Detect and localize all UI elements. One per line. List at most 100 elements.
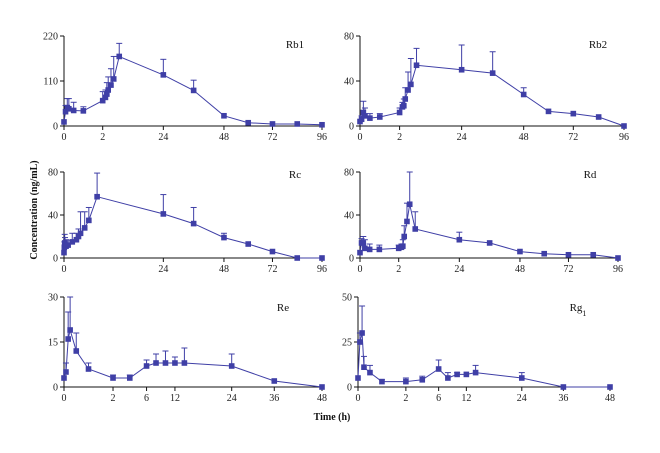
data-point bbox=[143, 363, 150, 369]
y-tick-label: 0 bbox=[349, 254, 354, 265]
data-point bbox=[615, 255, 621, 261]
x-tick-label: 24 bbox=[158, 132, 168, 143]
data-point bbox=[400, 243, 406, 249]
series-line bbox=[63, 329, 323, 388]
data-point bbox=[560, 384, 567, 390]
data-point bbox=[360, 240, 367, 246]
data-point bbox=[357, 339, 363, 345]
x-tick-label: 72 bbox=[267, 132, 277, 143]
x-tick-label: 6 bbox=[144, 393, 149, 404]
data-point bbox=[355, 375, 361, 381]
data-point bbox=[401, 233, 408, 240]
x-tick-label: 48 bbox=[605, 393, 615, 404]
data-point bbox=[221, 234, 227, 241]
x-tick-label: 12 bbox=[461, 393, 471, 404]
y-tick-label: 0 bbox=[53, 122, 58, 133]
data-point bbox=[366, 246, 373, 253]
data-point bbox=[86, 217, 92, 224]
data-point bbox=[61, 249, 67, 256]
data-point bbox=[110, 76, 117, 82]
y-tick-label: 80 bbox=[48, 168, 58, 179]
x-tick-label: 72 bbox=[267, 264, 277, 275]
data-point bbox=[172, 360, 178, 366]
data-point bbox=[454, 371, 460, 378]
y-tick-label: 0 bbox=[53, 383, 58, 394]
y-tick-label: 40 bbox=[344, 211, 354, 222]
data-point bbox=[360, 109, 367, 116]
data-point bbox=[412, 226, 419, 232]
panel-label: Rc bbox=[289, 169, 301, 181]
data-point bbox=[63, 369, 69, 375]
data-point bbox=[367, 115, 373, 121]
panel-label: Rb2 bbox=[589, 39, 607, 51]
y-tick-label: 110 bbox=[43, 77, 58, 88]
data-point bbox=[377, 114, 383, 120]
y-tick-label: 25 bbox=[342, 338, 352, 349]
data-point bbox=[61, 119, 67, 125]
data-point bbox=[403, 378, 409, 385]
data-point bbox=[94, 193, 100, 200]
x-tick-label: 48 bbox=[515, 264, 525, 275]
x-tick-label: 2 bbox=[396, 264, 401, 275]
data-point bbox=[413, 62, 420, 69]
panel-re: 0 15 30 0 2 6 12 24 36 48 Re bbox=[48, 293, 327, 405]
data-point bbox=[108, 82, 114, 88]
data-point bbox=[541, 250, 548, 257]
data-point bbox=[463, 371, 470, 378]
x-tick-label: 0 bbox=[356, 393, 361, 404]
data-point bbox=[80, 108, 87, 114]
y-tick-label: 0 bbox=[349, 122, 354, 133]
panel-label: Rg1 bbox=[570, 302, 587, 318]
data-point bbox=[65, 242, 71, 248]
panel-label: Re bbox=[277, 302, 289, 314]
y-tick-label: 220 bbox=[43, 32, 58, 43]
y-tick-label: 40 bbox=[48, 211, 58, 222]
data-point bbox=[458, 66, 465, 73]
x-tick-label: 36 bbox=[558, 393, 568, 404]
data-point bbox=[408, 81, 414, 88]
x-tick-label: 0 bbox=[358, 264, 363, 275]
data-point bbox=[69, 239, 76, 245]
x-tick-label: 0 bbox=[358, 132, 363, 143]
x-tick-label: 96 bbox=[613, 264, 623, 275]
data-point bbox=[405, 87, 411, 93]
data-point bbox=[404, 218, 410, 225]
data-point bbox=[319, 121, 325, 128]
x-tick-label: 24 bbox=[227, 393, 237, 404]
data-point bbox=[126, 375, 133, 381]
data-point bbox=[486, 240, 493, 246]
data-point bbox=[85, 366, 92, 372]
data-point bbox=[294, 121, 301, 127]
x-tick-label: 24 bbox=[457, 132, 467, 143]
x-axis-title: Time (h) bbox=[314, 412, 351, 423]
x-tick-label: 48 bbox=[519, 132, 529, 143]
panel-label: Rb1 bbox=[286, 39, 304, 51]
data-point bbox=[294, 255, 301, 261]
data-point bbox=[362, 245, 368, 252]
data-point bbox=[116, 53, 123, 60]
data-point bbox=[77, 230, 84, 237]
data-point bbox=[419, 377, 426, 383]
x-tick-label: 72 bbox=[568, 132, 578, 143]
data-point bbox=[75, 233, 82, 240]
x-tick-label: 2 bbox=[403, 393, 408, 404]
data-point bbox=[361, 364, 367, 370]
data-point bbox=[73, 236, 80, 243]
data-point bbox=[358, 116, 365, 123]
x-tick-label: 2 bbox=[397, 132, 402, 143]
data-point bbox=[357, 249, 363, 256]
data-point bbox=[190, 220, 197, 227]
x-tick-label: 24 bbox=[158, 264, 168, 275]
x-tick-label: 48 bbox=[219, 264, 229, 275]
x-tick-label: 0 bbox=[62, 393, 67, 404]
data-point bbox=[517, 248, 523, 255]
y-tick-label: 80 bbox=[344, 168, 354, 179]
data-point bbox=[160, 72, 167, 78]
data-point bbox=[110, 375, 116, 381]
y-tick-label: 0 bbox=[347, 383, 352, 394]
data-point bbox=[489, 70, 496, 76]
data-point bbox=[402, 96, 409, 102]
data-point bbox=[221, 112, 227, 119]
x-tick-label: 12 bbox=[170, 393, 180, 404]
